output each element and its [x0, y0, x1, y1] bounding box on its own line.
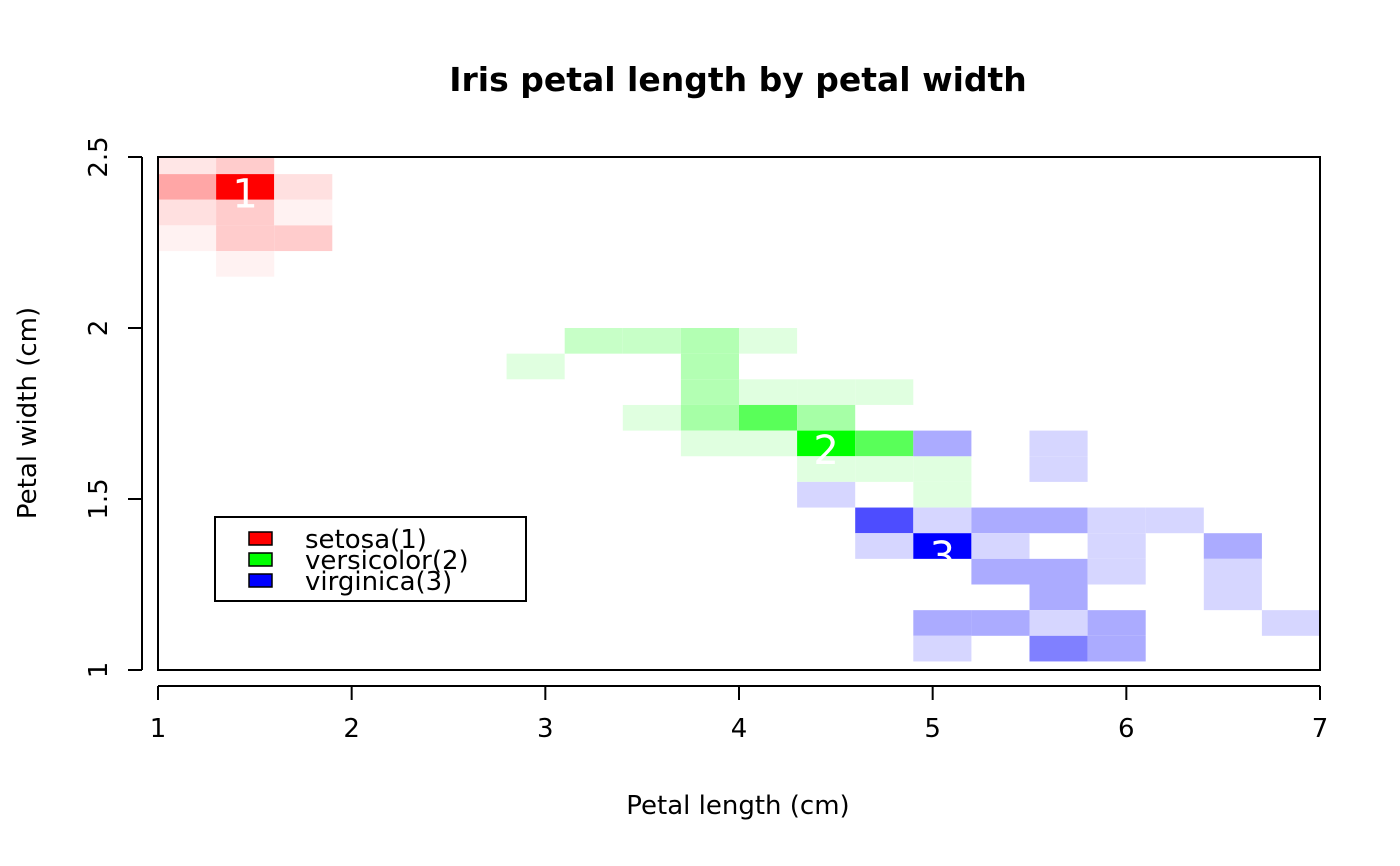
heatmap-cell [680, 328, 739, 354]
heatmap-cell [1029, 558, 1088, 585]
heatmap-cell [739, 328, 798, 354]
heatmap-cell [1029, 635, 1088, 662]
heatmap-cell [855, 456, 914, 482]
heatmap-cell [274, 225, 333, 252]
heatmap-cell [1087, 533, 1146, 559]
x-axis: 1 2 3 4 5 6 7 [150, 685, 1329, 744]
x-axis-label: Petal length (cm) [626, 791, 849, 821]
heatmap-cell [158, 174, 217, 200]
heatmap-cell [158, 225, 217, 252]
heatmap-cell [913, 507, 972, 534]
cluster-marker-label: 2 [813, 428, 838, 474]
heatmap-cell [1203, 558, 1262, 585]
heatmap-cell [739, 430, 798, 457]
x-tick-label: 2 [343, 714, 360, 744]
heatmap-cell [274, 199, 333, 226]
heatmap-cell [1261, 610, 1320, 636]
heatmap-cell [622, 404, 681, 431]
heatmap-cell [158, 199, 217, 226]
heatmap-cell [216, 157, 275, 175]
legend-label: versicolor(2) [305, 546, 469, 576]
heatmap-cell [797, 430, 856, 457]
heatmap-cell [913, 481, 972, 508]
heatmap-cell [1029, 430, 1088, 457]
legend-swatch [248, 573, 273, 588]
heatmap-cell [797, 481, 856, 508]
heatmap-cell [216, 225, 275, 252]
heatmap-cell [1087, 558, 1146, 585]
heatmap-cell [622, 328, 681, 354]
heatmap-cell [1087, 507, 1146, 534]
heatmap-cell [1145, 507, 1204, 534]
y-tick-label: 2.5 [84, 136, 114, 177]
heatmap-cell [913, 430, 972, 457]
heatmap-cell [971, 533, 1030, 559]
y-axis: 1 1.5 2 2.5 [84, 136, 143, 679]
plot-frame [157, 156, 1321, 671]
heatmap-cell [274, 174, 333, 200]
heatmap-cell [971, 610, 1030, 636]
heatmap-cell [971, 558, 1030, 585]
y-tick-label: 2 [84, 320, 114, 337]
heatmap-cell [1087, 635, 1146, 662]
heatmap-cell [216, 199, 275, 226]
heatmap-cell [913, 610, 972, 636]
y-tick-label: 1.5 [84, 478, 114, 519]
x-tick-label: 4 [731, 714, 748, 744]
heatmap-cell [1203, 584, 1262, 611]
heatmap-cell [855, 379, 914, 405]
heatmap-cell [913, 533, 972, 559]
heatmap-cell [855, 533, 914, 559]
legend-label: virginica(3) [305, 567, 452, 597]
heatmap-cell [216, 251, 275, 277]
heatmap-cell [680, 430, 739, 457]
heatmap-cell [1087, 610, 1146, 636]
y-tick-label: 1 [84, 662, 114, 679]
chart-title: Iris petal length by petal width [449, 60, 1027, 99]
legend: setosa(1)versicolor(2)virginica(3) [214, 516, 527, 602]
heatmap-cell [855, 430, 914, 457]
heatmap-cell [216, 174, 275, 200]
heatmap-cell [680, 353, 739, 380]
heatmap-cell [1029, 610, 1088, 636]
heatmap-cell [1029, 507, 1088, 534]
heatmap-cell [739, 404, 798, 431]
x-tick-label: 5 [924, 714, 941, 744]
x-tick-label: 6 [1118, 714, 1135, 744]
heatmap-cell [797, 379, 856, 405]
heatmap-cells [158, 157, 1320, 662]
x-tick-label: 7 [1312, 714, 1329, 744]
heatmap-cell [680, 404, 739, 431]
heatmap-cell [1029, 456, 1088, 482]
legend-swatch [248, 531, 273, 546]
x-tick-label: 3 [537, 714, 554, 744]
cluster-markers: 1 2 3 [232, 172, 955, 581]
heatmap-cell [855, 507, 914, 534]
cluster-marker-label: 1 [232, 172, 257, 218]
heatmap-cell [913, 635, 972, 662]
heatmap-cell [913, 456, 972, 482]
heatmap-cell [1203, 533, 1262, 559]
heatmap-cell [797, 404, 856, 431]
heatmap-cell [680, 379, 739, 405]
heatmap-cell [1029, 584, 1088, 611]
heatmap-cell [506, 353, 565, 380]
heatmap-cell [158, 157, 217, 175]
heatmap-cell [739, 379, 798, 405]
cluster-marker-label: 3 [930, 534, 955, 580]
y-axis-label: Petal width (cm) [13, 307, 43, 519]
legend-label: setosa(1) [305, 525, 427, 555]
heatmap-cell [797, 456, 856, 482]
legend-swatch [248, 552, 273, 567]
heatmap-cell [564, 328, 623, 354]
heatmap-cell [971, 507, 1030, 534]
x-tick-label: 1 [150, 714, 167, 744]
